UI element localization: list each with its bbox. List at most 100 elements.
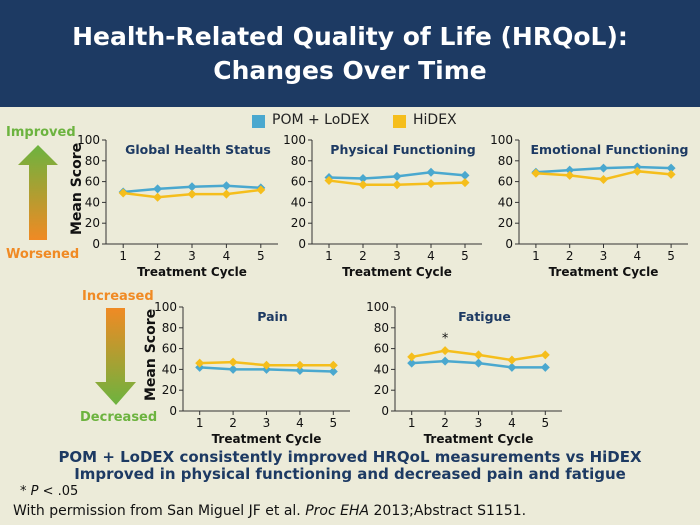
y-tick-label: 20 xyxy=(162,383,177,397)
data-point-lodex xyxy=(666,163,676,173)
data-point-lodex xyxy=(392,171,402,181)
y-tick-label: 40 xyxy=(162,362,177,376)
x-tick-label: 5 xyxy=(667,249,675,263)
x-tick-label: 1 xyxy=(119,249,127,263)
data-point-lodex xyxy=(407,358,417,368)
data-point-lodex xyxy=(328,366,338,376)
data-point-lodex xyxy=(228,364,238,374)
data-point-hidex xyxy=(507,355,517,365)
x-axis-label: Treatment Cycle xyxy=(549,265,659,279)
increased-label: Increased xyxy=(82,289,154,304)
data-point-lodex xyxy=(221,181,231,191)
data-point-hidex xyxy=(392,180,402,190)
data-point-hidex xyxy=(407,352,417,362)
data-point-hidex xyxy=(262,360,271,370)
y-tick-label: 20 xyxy=(291,216,306,230)
y-tick-label: 0 xyxy=(92,237,100,251)
data-point-lodex xyxy=(507,362,517,372)
x-tick-label: 1 xyxy=(325,249,333,263)
data-point-hidex xyxy=(153,192,163,202)
y-tick-label: 0 xyxy=(169,404,177,418)
y-tick-label: 100 xyxy=(283,133,306,147)
summary-line1: POM + LoDEX consistently improved HRQoL … xyxy=(58,448,642,466)
chart-title: Emotional Functioning xyxy=(531,142,689,157)
x-axis-label: Treatment Cycle xyxy=(137,265,247,279)
data-point-lodex xyxy=(540,362,550,372)
data-point-hidex xyxy=(187,189,197,199)
y-tick-label: 80 xyxy=(162,321,177,335)
y-tick-label: 80 xyxy=(374,321,389,335)
worsened-label: Worsened xyxy=(6,247,80,262)
y-tick-label: 40 xyxy=(374,362,389,376)
significance-marker: * xyxy=(442,332,449,347)
data-point-lodex xyxy=(295,365,305,375)
data-point-hidex xyxy=(118,188,128,198)
y-tick-label: 80 xyxy=(291,154,306,168)
citation-suffix: 2013;Abstract S1151. xyxy=(369,503,527,519)
x-axis-label: Treatment Cycle xyxy=(212,432,322,446)
x-tick-label: 2 xyxy=(229,416,237,430)
x-tick-label: 3 xyxy=(600,249,608,263)
chart-title: Global Health Status xyxy=(125,142,271,157)
slide-title-line2: Changes Over Time xyxy=(213,56,487,85)
citation-journal: Proc EHA xyxy=(305,503,370,519)
y-tick-label: 100 xyxy=(154,300,177,314)
data-point-hidex xyxy=(221,189,231,199)
data-point-lodex xyxy=(460,170,470,180)
x-tick-label: 5 xyxy=(257,249,265,263)
data-point-hidex xyxy=(295,360,305,370)
decreased-label: Decreased xyxy=(80,410,158,425)
y-tick-label: 20 xyxy=(374,383,389,397)
x-tick-label: 1 xyxy=(196,416,204,430)
data-point-hidex xyxy=(666,169,676,179)
x-tick-label: 4 xyxy=(223,249,231,263)
x-tick-label: 4 xyxy=(508,416,516,430)
y-tick-label: 40 xyxy=(498,195,513,209)
data-point-lodex xyxy=(565,165,575,175)
y-tick-label: 60 xyxy=(85,175,100,189)
increased-decreased-arrow xyxy=(95,308,136,405)
citation: With permission from San Miguel JF et al… xyxy=(13,503,526,519)
x-tick-label: 2 xyxy=(154,249,162,263)
x-tick-label: 5 xyxy=(461,249,469,263)
x-tick-label: 2 xyxy=(566,249,574,263)
y-tick-label: 80 xyxy=(498,154,513,168)
improved-worsened-arrow xyxy=(18,145,58,240)
y-tick-label: 100 xyxy=(490,133,513,147)
x-tick-label: 3 xyxy=(475,416,483,430)
data-point-hidex xyxy=(228,357,238,367)
legend-swatch-lodex xyxy=(252,115,265,128)
citation-prefix: With permission from San Miguel JF et al… xyxy=(13,503,306,519)
y-tick-label: 100 xyxy=(366,300,389,314)
y-tick-label: 0 xyxy=(505,237,513,251)
legend-label-hidex: HiDEX xyxy=(413,112,457,128)
title-banner: Health-Related Quality of Life (HRQoL): … xyxy=(0,0,700,107)
y-tick-label: 60 xyxy=(498,175,513,189)
data-point-hidex xyxy=(256,185,266,195)
x-tick-label: 4 xyxy=(633,249,641,263)
x-tick-label: 2 xyxy=(359,249,367,263)
x-tick-label: 5 xyxy=(329,416,337,430)
chart-title: Fatigue xyxy=(458,309,511,324)
x-tick-label: 3 xyxy=(393,249,401,263)
footnote-text: < .05 xyxy=(38,484,79,499)
data-point-hidex xyxy=(440,346,450,356)
data-point-lodex xyxy=(187,182,197,192)
legend-swatch-hidex xyxy=(393,115,406,128)
data-point-hidex xyxy=(540,350,550,360)
data-point-lodex xyxy=(599,163,608,173)
y-tick-label: 0 xyxy=(381,404,389,418)
footnote: * P < .05 xyxy=(20,484,78,499)
legend-label-lodex: POM + LoDEX xyxy=(272,112,370,128)
y-tick-label: 40 xyxy=(291,195,306,209)
data-point-hidex xyxy=(195,358,205,368)
data-point-hidex xyxy=(328,360,338,370)
chart-title: Pain xyxy=(257,309,287,324)
x-tick-label: 1 xyxy=(532,249,540,263)
data-point-lodex xyxy=(153,184,163,194)
y-tick-label: 20 xyxy=(85,216,100,230)
y-tick-label: 60 xyxy=(374,342,389,356)
x-tick-label: 1 xyxy=(408,416,416,430)
